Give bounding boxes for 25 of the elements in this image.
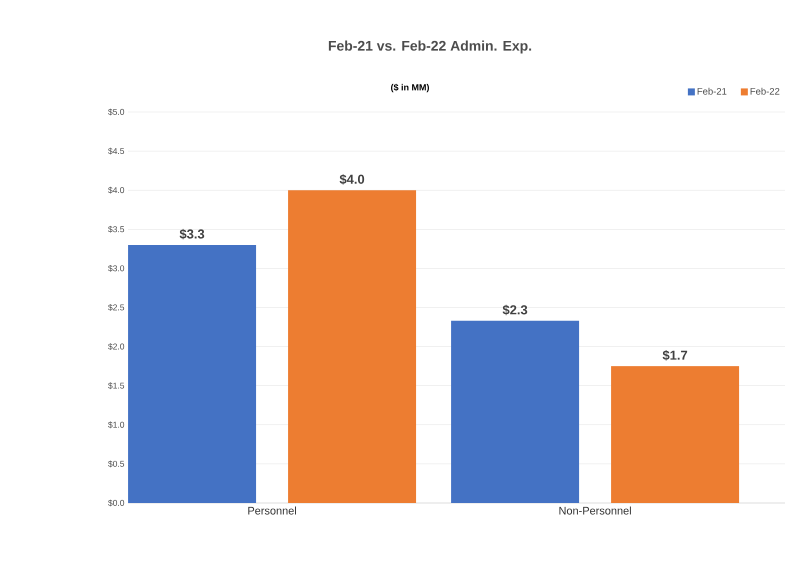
y-tick-label: $4.0 — [108, 186, 124, 194]
x-tick-label: Non-Personnel — [559, 506, 631, 515]
data-label: $1.7 — [662, 350, 688, 361]
data-label: $4.0 — [340, 174, 364, 185]
data-label: $3.3 — [180, 228, 204, 240]
y-tick-label: $4.5 — [108, 148, 124, 155]
y-tick-label: $0.0 — [108, 500, 124, 506]
y-tick-label: $3.5 — [108, 226, 124, 233]
bar — [611, 366, 740, 503]
data-label: $2.3 — [502, 304, 528, 316]
bar — [451, 320, 580, 503]
y-tick-label: $0.5 — [108, 460, 124, 468]
y-tick-label: $5.0 — [108, 108, 124, 116]
bar — [128, 244, 256, 503]
chart-title: Feb-21 vs. Feb-22 Admin. Exp. — [328, 40, 532, 54]
legend-label: Feb-22 — [750, 88, 780, 95]
y-tick-label: $1.0 — [108, 421, 124, 428]
x-tick-label: Personnel — [248, 506, 296, 515]
y-tick-label: $3.0 — [108, 264, 124, 272]
legend-label: Feb-21 — [698, 88, 726, 95]
y-tick-label: $2.0 — [108, 343, 124, 350]
y-tick-label: $2.5 — [108, 304, 124, 311]
bar — [288, 190, 416, 503]
chart-subtitle: ($ in MM) — [391, 84, 429, 92]
y-tick-label: $1.5 — [108, 382, 124, 390]
